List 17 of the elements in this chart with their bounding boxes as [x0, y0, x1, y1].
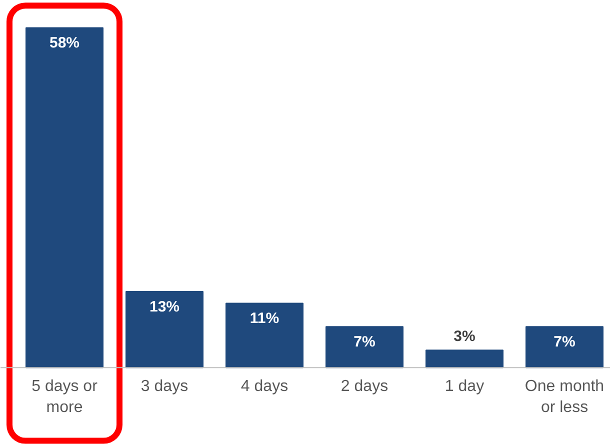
bar — [526, 326, 604, 368]
x-tick-label: 3 days — [140, 378, 188, 395]
data-label: 13% — [149, 298, 180, 316]
data-label: 3% — [454, 328, 476, 345]
data-label: 7% — [554, 333, 576, 350]
bar — [426, 350, 504, 368]
bar — [326, 326, 404, 368]
x-tick-label: 5 days or more — [32, 378, 98, 416]
x-tick-label: 4 days — [240, 378, 288, 395]
bar — [226, 302, 304, 368]
x-tick-label: One month or less — [524, 378, 604, 416]
bar — [126, 290, 204, 368]
x-tick-label: 1 day — [444, 378, 484, 395]
data-label: 58% — [49, 34, 80, 52]
data-label: 11% — [250, 310, 280, 327]
x-tick-label: 2 days — [340, 378, 388, 395]
data-label: 7% — [354, 333, 376, 350]
